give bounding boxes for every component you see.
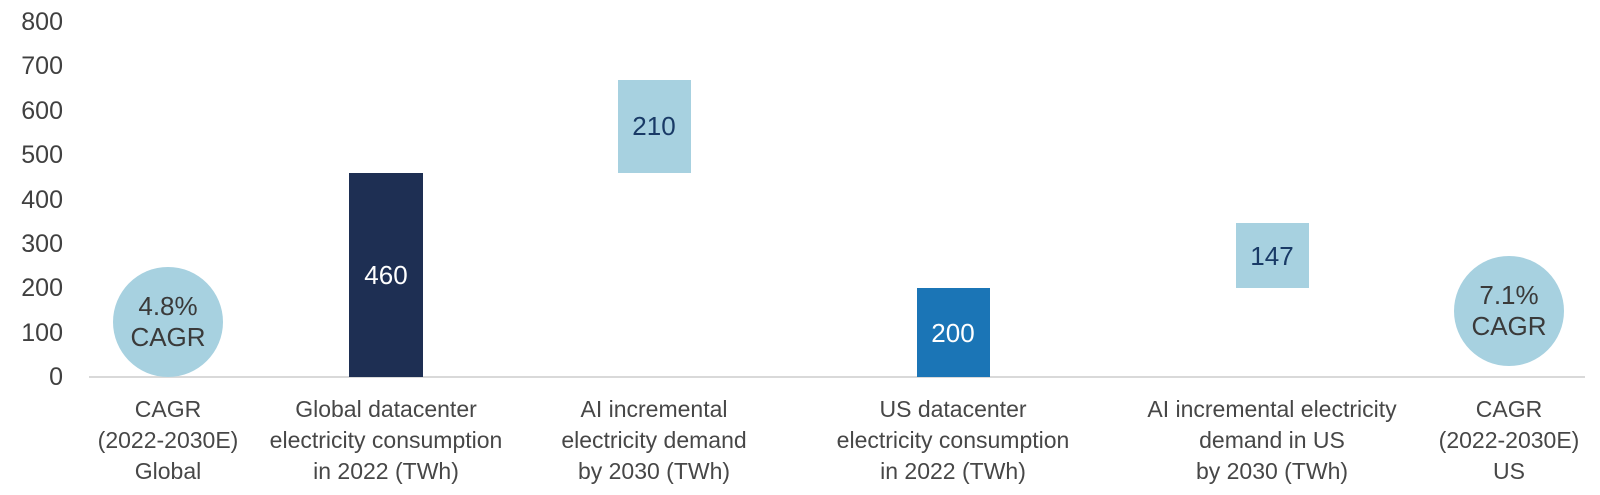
y-axis-tick-label: 200 (21, 274, 63, 303)
category-label-line: in 2022 (TWh) (880, 458, 1026, 484)
bar-ai-incremental-us-2030: 147 (1235, 223, 1309, 289)
category-label-line: CAGR (134, 396, 202, 422)
circle-label-line: 4.8% (138, 291, 198, 321)
category-label-ai-incremental-us-2030: AI incremental electricity demand in US by… (1102, 394, 1442, 487)
bar-value-label: 460 (364, 259, 408, 290)
circle-label-line: CAGR (130, 322, 206, 352)
circle-label-line: CAGR (1471, 311, 1547, 341)
category-label-line: Global (134, 458, 202, 484)
bar-value-label: 200 (931, 317, 975, 348)
category-label-line: by 2030 (TWh) (577, 458, 731, 484)
category-label-line: AI incremental electricity (1147, 396, 1397, 422)
category-label-line: CAGR (1475, 396, 1543, 422)
bar-ai-incremental-global-2030: 210 (617, 79, 691, 173)
y-axis-tick-label: 800 (21, 8, 63, 36)
category-label-ai-incremental-global-2030: AI incremental electricity demand by 2030 … (484, 394, 824, 487)
category-label-line: US datacenter (879, 396, 1027, 422)
bar-us-datacenter-2022: 200 (916, 288, 990, 377)
bar-value-label: 210 (632, 111, 676, 142)
bar-value-label: 147 (1250, 240, 1294, 271)
circle-label-line: 7.1% (1479, 280, 1539, 310)
category-label-line: in 2022 (TWh) (313, 458, 459, 484)
category-label-line: (2022-2030E) (97, 427, 239, 453)
cagr-circle-cagr-global: 4.8% CAGR (113, 267, 223, 377)
category-label-line: AI incremental (580, 396, 728, 422)
y-axis-tick-label: 400 (21, 185, 63, 214)
category-label-line: (2022-2030E) (1438, 427, 1580, 453)
y-axis-tick-label: 300 (21, 229, 63, 258)
category-label-line: demand in US (1199, 427, 1345, 453)
category-label-us-datacenter-2022: US datacenter electricity consumption in 2… (783, 394, 1123, 487)
category-label-cagr-global: CAGR (2022-2030E) Global (0, 394, 338, 487)
y-axis-tick-label: 700 (21, 52, 63, 81)
y-axis-tick-label: 100 (21, 318, 63, 347)
bar-global-datacenter-2022: 460 (349, 172, 423, 377)
category-label-global-datacenter-2022: Global datacenter electricity consumption… (216, 394, 556, 487)
cagr-circle-cagr-us: 7.1% CAGR (1454, 256, 1564, 366)
category-label-cagr-us: CAGR (2022-2030E) US (1339, 394, 1600, 487)
category-label-line: by 2030 (TWh) (1195, 458, 1349, 484)
category-label-line: US (1493, 458, 1525, 484)
x-axis-line (89, 376, 1585, 378)
category-label-line: electricity consumption (836, 427, 1070, 453)
y-axis-tick-label: 0 (49, 363, 63, 391)
y-axis-tick-label: 500 (21, 141, 63, 170)
category-label-line: electricity consumption (269, 427, 503, 453)
y-axis-tick-label: 600 (21, 96, 63, 125)
category-label-line: electricity demand (561, 427, 747, 453)
category-label-line: Global datacenter (295, 396, 477, 422)
